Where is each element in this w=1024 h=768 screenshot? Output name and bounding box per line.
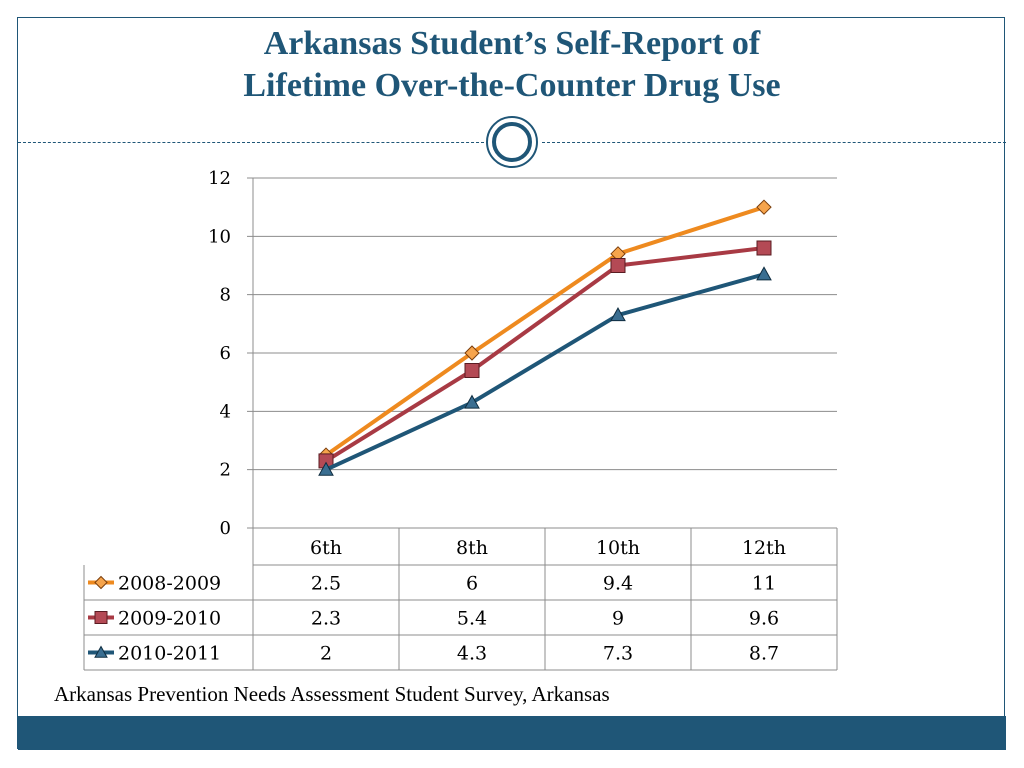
slide-title-line-2: Lifetime Over-the-Counter Drug Use xyxy=(243,67,781,104)
data-point-2008-2009 xyxy=(756,199,772,215)
y-tick-label: 6 xyxy=(220,343,231,364)
legend-series-name: 2010-2011 xyxy=(118,643,221,665)
y-tick-label: 12 xyxy=(208,168,231,189)
source-note: Arkansas Prevention Needs Assessment Stu… xyxy=(54,682,610,706)
y-tick-label: 8 xyxy=(220,285,231,306)
x-category-label: 8th xyxy=(456,537,488,559)
series-line-2008-2009 xyxy=(324,205,766,458)
data-table-value: 9.6 xyxy=(749,608,779,630)
series-line-2010-2011 xyxy=(324,272,766,472)
x-category-label: 12th xyxy=(742,537,786,559)
legend-series-name: 2009-2010 xyxy=(118,608,221,630)
data-point-2010-2011 xyxy=(464,394,480,409)
legend-key-marker xyxy=(94,575,108,590)
data-point-2009-2010 xyxy=(610,258,626,273)
y-tick-label: 2 xyxy=(220,460,231,481)
data-table-value: 2.3 xyxy=(311,608,341,630)
legend-key-marker xyxy=(94,645,108,658)
slide-title-line-1: Arkansas Student’s Self-Report of xyxy=(263,25,761,62)
data-table-value: 2 xyxy=(320,643,332,665)
data-table-value: 2.5 xyxy=(311,573,341,595)
data-point-2009-2010 xyxy=(464,363,480,378)
title-divider-right xyxy=(542,142,1006,143)
legend-key-marker xyxy=(94,611,108,624)
data-point-2010-2011 xyxy=(756,266,772,281)
data-table-value: 11 xyxy=(752,573,776,595)
series-line-2009-2010 xyxy=(324,246,766,463)
data-table-value: 8.7 xyxy=(749,643,779,665)
footer-bar xyxy=(18,716,1006,750)
data-table-value: 4.3 xyxy=(457,643,487,665)
data-table-value: 9 xyxy=(612,608,624,630)
data-table-value: 7.3 xyxy=(603,643,633,665)
data-table-value: 9.4 xyxy=(603,573,633,595)
data-table-value: 5.4 xyxy=(457,608,487,630)
x-category-label: 6th xyxy=(310,537,342,559)
y-tick-label: 4 xyxy=(220,401,231,422)
data-point-2010-2011 xyxy=(318,461,334,476)
y-tick-label: 10 xyxy=(208,226,231,247)
x-category-label: 10th xyxy=(596,537,640,559)
divider-ornament xyxy=(486,116,538,168)
data-point-2008-2009 xyxy=(464,345,480,361)
y-tick-label: 0 xyxy=(220,518,231,539)
title-divider-left xyxy=(18,142,484,143)
divider-ornament-ring xyxy=(492,122,532,162)
data-point-2010-2011 xyxy=(610,307,626,322)
data-point-2009-2010 xyxy=(756,240,772,256)
legend-series-name: 2008-2009 xyxy=(118,573,221,595)
data-table-value: 6 xyxy=(466,573,478,595)
